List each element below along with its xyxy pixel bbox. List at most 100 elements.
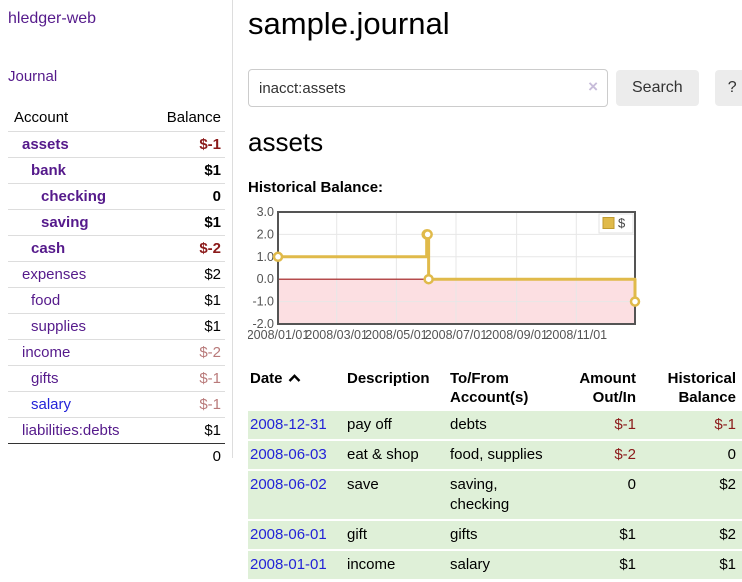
search-input[interactable] xyxy=(248,69,608,107)
register-balance: $2 xyxy=(642,471,742,519)
account-row: supplies $1 xyxy=(8,313,225,340)
account-row: income $-2 xyxy=(8,339,225,366)
accounts-header-account: Account xyxy=(14,109,69,126)
search-box: × xyxy=(248,69,608,107)
svg-text:2008/07/01: 2008/07/01 xyxy=(425,328,488,342)
account-name-cell: income xyxy=(8,339,158,366)
sidebar-item-journal[interactable]: Journal xyxy=(8,68,58,85)
account-link[interactable]: liabilities:debts xyxy=(22,422,120,439)
accounts-table: Account Balance assets $-1 bank $1 checking 0… xyxy=(8,105,225,469)
register-header-amount: Amount Out/In xyxy=(579,370,636,406)
account-name-cell: salary xyxy=(8,391,158,418)
accounts-total-value: 0 xyxy=(158,443,225,469)
register-date-cell: 2008-06-03 xyxy=(248,441,347,469)
account-name-cell: gifts xyxy=(8,365,158,392)
sidebar: hledger-web Journal Account Balance asse… xyxy=(0,0,233,469)
account-row: expenses $2 xyxy=(8,261,225,288)
register-accounts: food, supplies xyxy=(450,441,554,469)
account-name-cell: expenses xyxy=(8,261,158,288)
account-name-cell: bank xyxy=(8,157,158,184)
register-row: 2008-06-02 save saving, checking 0 $2 xyxy=(248,471,742,519)
app-title-link[interactable]: hledger-web xyxy=(8,10,97,27)
svg-text:-1.0: -1.0 xyxy=(252,295,274,309)
register-amount: $1 xyxy=(554,521,642,549)
account-name-cell: liabilities:debts xyxy=(8,417,158,444)
register-row: 2008-06-03 eat & shop food, supplies $-2 0 xyxy=(248,441,742,469)
register-accounts: gifts xyxy=(450,521,554,549)
clear-search-icon[interactable]: × xyxy=(588,77,598,96)
register-description: income xyxy=(347,551,450,579)
register-row: 2008-06-01 gift gifts $1 $2 xyxy=(248,521,742,549)
register-date-cell: 2008-01-01 xyxy=(248,551,347,579)
account-balance: $1 xyxy=(158,417,225,444)
register-description: pay off xyxy=(347,411,450,439)
register-date-link[interactable]: 2008-06-02 xyxy=(250,476,327,493)
account-name-cell: food xyxy=(8,287,158,314)
account-row: gifts $-1 xyxy=(8,365,225,392)
x-axis-labels: 2008/01/012008/03/012008/05/012008/07/01… xyxy=(248,328,607,342)
register-header-date[interactable]: Date xyxy=(248,367,347,409)
account-balance: $-1 xyxy=(158,131,225,158)
y-axis-labels: 3.0 2.0 1.0 0.0 -1.0 -2.0 xyxy=(252,207,274,331)
account-link[interactable]: gifts xyxy=(31,370,59,387)
register-description: save xyxy=(347,471,450,519)
account-link[interactable]: cash xyxy=(31,240,66,257)
register-date-link[interactable]: 2008-06-03 xyxy=(250,446,327,463)
svg-text:2.0: 2.0 xyxy=(257,227,274,241)
register-header-accounts: To/From Account(s) xyxy=(450,370,529,406)
search-form: × Search ? xyxy=(248,69,742,107)
account-balance: 0 xyxy=(158,183,225,210)
account-row: assets $-1 xyxy=(8,131,225,158)
register-header-row: Date Description To/From Account(s) Amou… xyxy=(248,367,742,409)
svg-text:2008/03/01: 2008/03/01 xyxy=(305,328,368,342)
data-point-marker xyxy=(422,229,433,240)
register-amount: $-1 xyxy=(554,411,642,439)
register-header-date-label: Date xyxy=(250,370,283,387)
account-balance: $-1 xyxy=(158,391,225,418)
account-name-cell: checking xyxy=(8,183,158,210)
register-date-link[interactable]: 2008-06-01 xyxy=(250,526,327,543)
register-date-cell: 2008-06-02 xyxy=(248,471,347,519)
account-row: bank $1 xyxy=(8,157,225,184)
account-link[interactable]: income xyxy=(22,344,71,361)
account-link[interactable]: checking xyxy=(41,188,107,205)
account-balance: $-2 xyxy=(158,339,225,366)
search-button[interactable]: Search xyxy=(616,70,699,106)
register-accounts: salary xyxy=(450,551,554,579)
legend-label: $ xyxy=(618,216,626,231)
data-point-marker xyxy=(272,251,284,263)
account-balance: $1 xyxy=(158,287,225,314)
account-link[interactable]: expenses xyxy=(22,266,87,283)
account-link[interactable]: salary xyxy=(31,396,72,413)
svg-text:-2.0: -2.0 xyxy=(252,317,274,331)
account-link[interactable]: assets xyxy=(22,136,69,153)
account-row: checking 0 xyxy=(8,183,225,210)
historical-balance-chart: 3.0 2.0 1.0 0.0 -1.0 -2.02008/01/012008/03/01… xyxy=(248,207,641,342)
register-row: 2008-12-31 pay off debts $-1 $-1 xyxy=(248,411,742,439)
register-date-link[interactable]: 2008-12-31 xyxy=(250,416,327,433)
accounts-header-row: Account Balance xyxy=(8,105,225,132)
register-amount: 0 xyxy=(554,471,642,519)
account-balance: $-1 xyxy=(158,365,225,392)
account-balance: $1 xyxy=(158,209,225,236)
page-title: sample.journal xyxy=(248,6,450,41)
account-link[interactable]: supplies xyxy=(31,318,87,335)
register-accounts: saving, checking xyxy=(450,471,554,519)
register-description: gift xyxy=(347,521,450,549)
account-balance: $-2 xyxy=(158,235,225,262)
account-link[interactable]: saving xyxy=(41,214,89,231)
account-balance: $2 xyxy=(158,261,225,288)
help-button[interactable]: ? xyxy=(714,70,742,106)
register-accounts: debts xyxy=(450,411,554,439)
account-name-cell: saving xyxy=(8,209,158,236)
svg-text:2008/11/01: 2008/11/01 xyxy=(545,328,607,342)
data-point-marker xyxy=(629,296,641,307)
data-points xyxy=(272,229,641,307)
register-date-cell: 2008-06-01 xyxy=(248,521,347,549)
account-row: food $1 xyxy=(8,287,225,314)
accounts-total-row: 0 xyxy=(8,443,225,469)
register-date-link[interactable]: 2008-01-01 xyxy=(250,556,327,573)
account-link[interactable]: food xyxy=(31,292,61,309)
register-account-heading: assets xyxy=(248,127,324,157)
account-link[interactable]: bank xyxy=(31,162,67,179)
